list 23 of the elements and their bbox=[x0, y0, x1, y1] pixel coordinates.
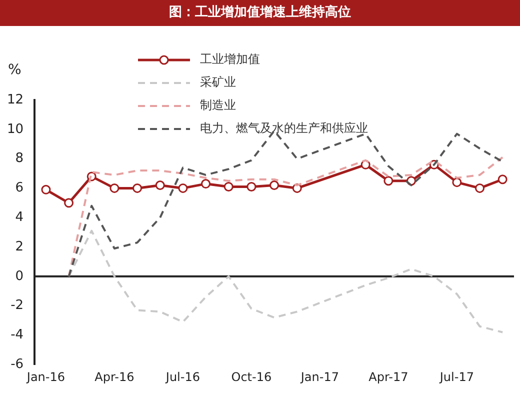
y-tick-label: -4 bbox=[10, 328, 24, 343]
x-tick-label: Apr-17 bbox=[368, 370, 408, 384]
x-tick-label: Jan-16 bbox=[26, 370, 66, 384]
legend-label: 电力、燃气及水的生产和供应业 bbox=[200, 120, 368, 137]
y-tick-label: 12 bbox=[6, 92, 24, 108]
y-tick-label: 10 bbox=[6, 122, 24, 137]
x-tick-label: Jul-17 bbox=[438, 370, 474, 384]
y-tick-label: 6 bbox=[15, 180, 24, 196]
y-axis-title: % bbox=[8, 62, 22, 78]
y-tick-label: -2 bbox=[10, 298, 24, 314]
y-tick-label: -6 bbox=[10, 356, 24, 372]
y-tick-label: 8 bbox=[15, 151, 24, 166]
x-tick-label: Jul-16 bbox=[164, 370, 200, 384]
legend-label: 工业增加值 bbox=[200, 51, 260, 68]
x-tick-label: Oct-16 bbox=[231, 370, 272, 384]
y-tick-label: 4 bbox=[15, 210, 24, 225]
y-tick-label: 2 bbox=[15, 239, 24, 254]
legend-label: 制造业 bbox=[200, 97, 236, 114]
chart-title: 图：工业增加值增速上维持高位 bbox=[0, 0, 520, 26]
legend-label: 采矿业 bbox=[200, 74, 236, 91]
x-tick-label: Jan-17 bbox=[300, 370, 339, 384]
y-tick-label: 0 bbox=[15, 268, 24, 284]
x-tick-label: Apr-16 bbox=[94, 370, 134, 384]
